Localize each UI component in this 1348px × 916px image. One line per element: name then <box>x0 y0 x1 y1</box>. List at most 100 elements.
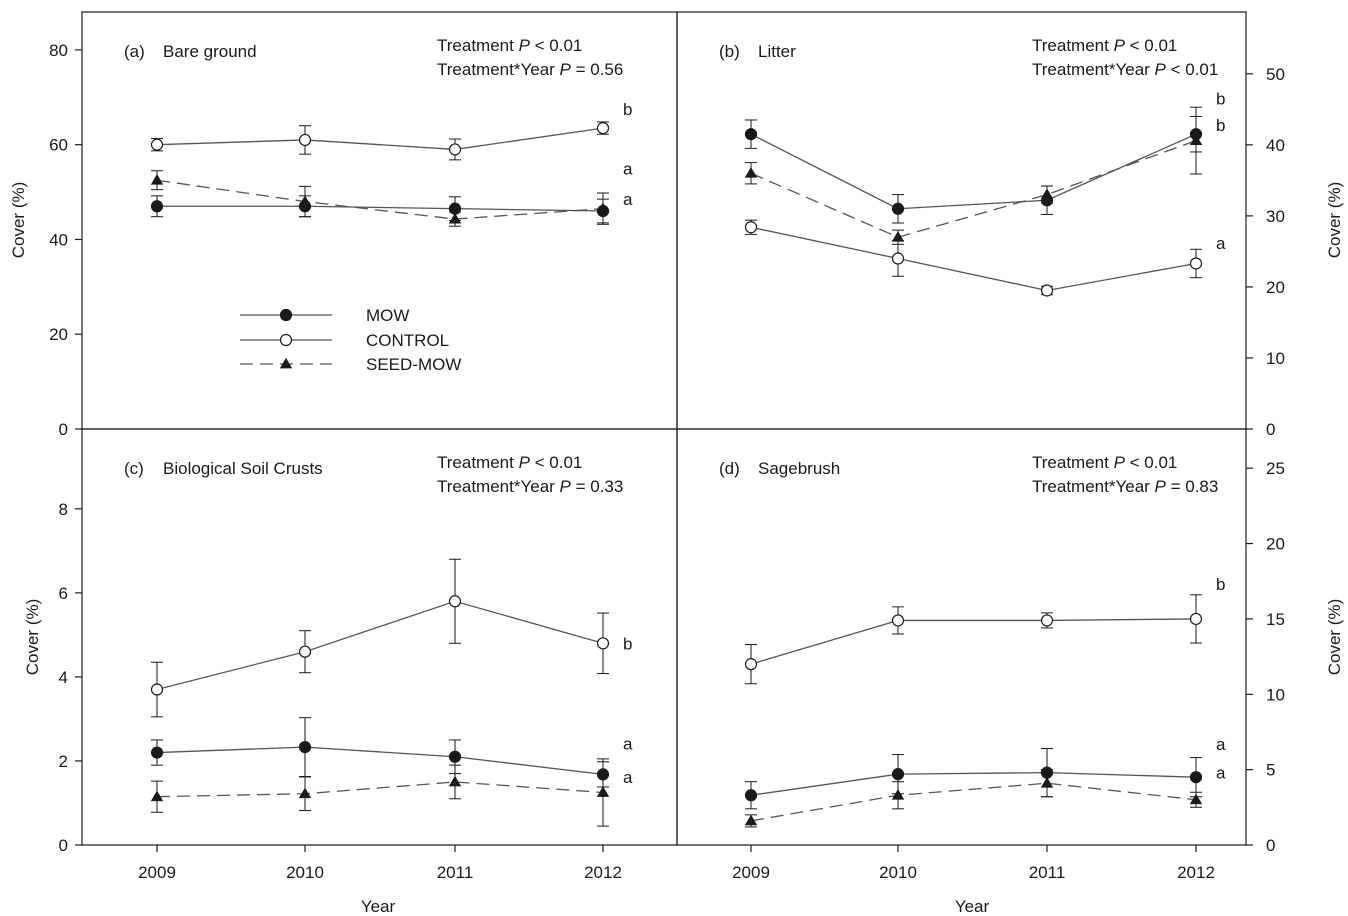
series-b-mow <box>744 115 1203 224</box>
data-point-b-control-2 <box>1040 284 1054 297</box>
y-tick-label-c-2: 4 <box>59 668 68 687</box>
legend-marker-control <box>279 333 293 347</box>
series-d-mow <box>744 748 1203 810</box>
y-tick-label-b-5: 50 <box>1266 65 1285 84</box>
y-tick-label-c-0: 0 <box>59 836 68 855</box>
series-line-a-control <box>156 127 604 151</box>
panel-stat-d-1: Treatment*Year P = 0.83 <box>1032 477 1218 496</box>
x-axis-label-left: Year <box>361 897 396 916</box>
data-point-a-mow-2 <box>448 202 462 215</box>
significance-letter-b-0: b <box>1216 90 1225 109</box>
y-tick-label-b-0: 0 <box>1266 420 1275 439</box>
x-tick-label-c-1: 2010 <box>286 863 324 882</box>
y-tick-label-d-0: 0 <box>1266 836 1275 855</box>
series-line-a-mow <box>157 205 604 212</box>
significance-letter-c-2: a <box>623 768 633 787</box>
y-axis-label-a: Cover (%) <box>9 182 28 259</box>
data-point-c-seed-mow-0 <box>150 790 164 802</box>
panel-title-b: Litter <box>758 42 796 61</box>
legend-label-seed-mow: SEED-MOW <box>366 355 461 374</box>
data-point-c-mow-1 <box>298 740 312 754</box>
legend-item-control: CONTROL <box>240 331 449 350</box>
data-point-c-mow-0 <box>150 746 164 759</box>
data-point-c-seed-mow-2 <box>448 775 462 787</box>
legend-item-mow: MOW <box>240 306 409 325</box>
significance-letter-d-2: a <box>1216 764 1226 783</box>
panel-b: 0 10 20 30 40 50 Cover (%) (b) Litter Treatment P… <box>676 11 1344 439</box>
y-tick-label-a-2: 40 <box>49 230 68 249</box>
data-point-c-seed-mow-1 <box>298 787 312 799</box>
legend-label-control: CONTROL <box>366 331 449 350</box>
y-tick-label-a-1: 20 <box>49 325 68 344</box>
y-axis-label-b: Cover (%) <box>1325 182 1344 259</box>
significance-letter-a-0: b <box>623 100 632 119</box>
panel-d: 0 5 10 15 20 25 2009 2010 2011 2012 Cover (%) (d) Sa… <box>676 428 1344 882</box>
y-tick-label-d-5: 25 <box>1266 459 1285 478</box>
legend: MOW CONTROL SEED-MOW <box>240 306 461 374</box>
panel-a: 0 20 40 60 80 Cover (%) (a) Bare ground Treatmen… <box>9 11 678 439</box>
panel-stat-b-1: Treatment*Year P < 0.01 <box>1032 60 1218 79</box>
data-point-c-control-3 <box>596 637 610 650</box>
series-c-seed-mow <box>150 758 610 827</box>
y-tick-label-a-0: 0 <box>59 420 68 439</box>
data-point-d-mow-3 <box>1189 771 1203 784</box>
data-point-b-mow-0 <box>744 128 758 141</box>
y-axis-label-c: Cover (%) <box>23 599 42 676</box>
significance-letter-a-1: a <box>623 159 633 178</box>
significance-letter-c-1: a <box>623 734 633 753</box>
legend-marker-mow <box>279 308 293 322</box>
data-point-b-control-3 <box>1189 257 1203 270</box>
significance-letter-c-0: b <box>623 634 632 653</box>
series-d-seed-mow <box>744 769 1203 828</box>
y-tick-label-d-1: 5 <box>1266 761 1275 780</box>
data-point-b-seed-mow-1 <box>891 230 905 242</box>
panel-letter-c: (c) <box>124 459 144 478</box>
series-line-d-seed-mow <box>750 782 1197 822</box>
series-line-b-control <box>750 226 1197 292</box>
data-point-a-mow-1 <box>298 200 312 213</box>
panel-frame-d <box>676 428 1247 846</box>
data-point-b-control-0 <box>744 221 758 234</box>
data-point-d-mow-0 <box>744 789 758 802</box>
series-line-b-seed-mow <box>750 139 1197 238</box>
data-point-c-control-1 <box>298 645 312 658</box>
panel-stat-b-0: Treatment P < 0.01 <box>1032 36 1177 55</box>
data-point-d-seed-mow-3 <box>1189 793 1203 805</box>
y-tick-label-a-3: 60 <box>49 136 68 155</box>
significance-letter-d-0: b <box>1216 575 1225 594</box>
data-point-a-seed-mow-0 <box>150 174 164 185</box>
panel-title-c: Biological Soil Crusts <box>163 459 323 478</box>
x-axis-label-right: Year <box>955 897 990 916</box>
series-a-control <box>150 121 610 161</box>
series-line-b-mow <box>750 133 1197 210</box>
legend-label-mow: MOW <box>366 306 409 325</box>
x-tick-label-c-3: 2012 <box>584 863 622 882</box>
series-line-a-seed-mow <box>156 179 604 220</box>
y-tick-label-d-4: 20 <box>1266 535 1285 554</box>
x-tick-label-c-0: 2009 <box>138 863 176 882</box>
data-point-a-mow-3 <box>596 204 610 218</box>
series-a-mow <box>150 195 610 224</box>
data-point-d-seed-mow-1 <box>891 789 905 800</box>
panel-letter-a: (a) <box>124 42 145 61</box>
data-point-d-seed-mow-0 <box>744 814 758 826</box>
series-b-control <box>744 219 1203 297</box>
panel-stat-c-1: Treatment*Year P = 0.33 <box>437 477 623 496</box>
series-line-c-mow <box>156 746 604 776</box>
y-tick-label-c-3: 6 <box>59 584 68 603</box>
significance-letter-b-1: b <box>1216 116 1225 135</box>
panel-title-d: Sagebrush <box>758 459 840 478</box>
series-line-c-seed-mow <box>156 781 604 798</box>
data-point-d-control-2 <box>1040 614 1054 627</box>
data-point-d-control-1 <box>891 614 905 627</box>
legend-item-seed-mow: SEED-MOW <box>240 355 461 374</box>
y-tick-label-b-2: 20 <box>1266 278 1285 297</box>
significance-letter-a-2: a <box>623 190 633 209</box>
significance-letter-d-1: a <box>1216 735 1226 754</box>
y-tick-label-d-2: 10 <box>1266 685 1285 704</box>
y-axis-label-d: Cover (%) <box>1325 599 1344 676</box>
x-tick-label-d-0: 2009 <box>732 863 770 882</box>
y-tick-label-b-3: 30 <box>1266 207 1285 226</box>
